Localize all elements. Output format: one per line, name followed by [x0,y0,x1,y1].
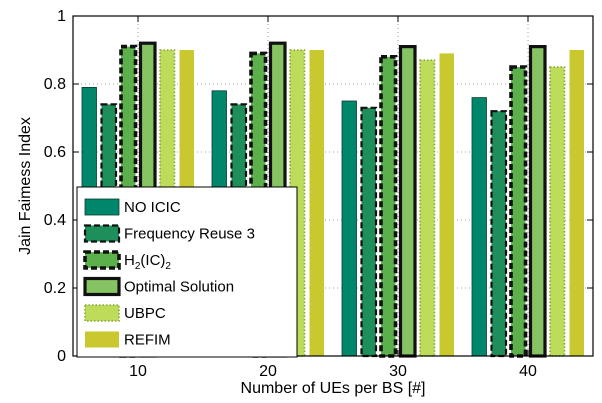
y-tick-label: 0.8 [44,76,66,93]
bar [360,106,378,358]
y-tick-label: 1 [57,8,66,25]
legend-swatch [83,276,121,297]
x-tick-label: 10 [129,363,147,380]
legend-swatch [83,224,121,243]
x-tick-label: 20 [259,363,277,380]
legend-label: NO ICIC [124,199,181,216]
x-axis-label: Number of UEs per BS [#] [241,380,426,397]
axis-ticks: 0 0.2 0.4 0.6 0.8 1 10 20 30 40 [44,8,593,380]
bar [569,50,584,356]
legend-label: Optimal Solution [124,279,234,296]
legend-swatch [83,250,121,270]
y-axis-label: Jain Faimess Index [17,117,34,255]
bar [439,53,454,357]
bar [509,65,528,358]
grid-lines [73,16,593,356]
legend-label: UBPC [124,305,166,322]
bar [528,44,547,358]
bar [341,100,357,357]
plot-frame [72,15,594,357]
bar [379,54,398,358]
x-tick-label: 40 [519,363,537,380]
y-tick-label: 0.6 [44,144,66,161]
bar [471,97,487,357]
legend-swatch [84,304,120,322]
bar [419,59,436,357]
x-tick-label: 30 [389,363,407,380]
y-tick-label: 0.4 [44,212,66,229]
legend-swatch [84,198,120,216]
legend-label: Frequency Reuse 3 [124,226,255,243]
bar [549,66,566,357]
legend-swatch [85,331,119,348]
bar [309,50,324,356]
y-tick-label: 0.2 [44,280,66,297]
bar [490,110,508,358]
legend-label: REFIM [124,332,171,349]
y-tick-label: 0 [57,348,66,365]
bar [398,44,417,358]
